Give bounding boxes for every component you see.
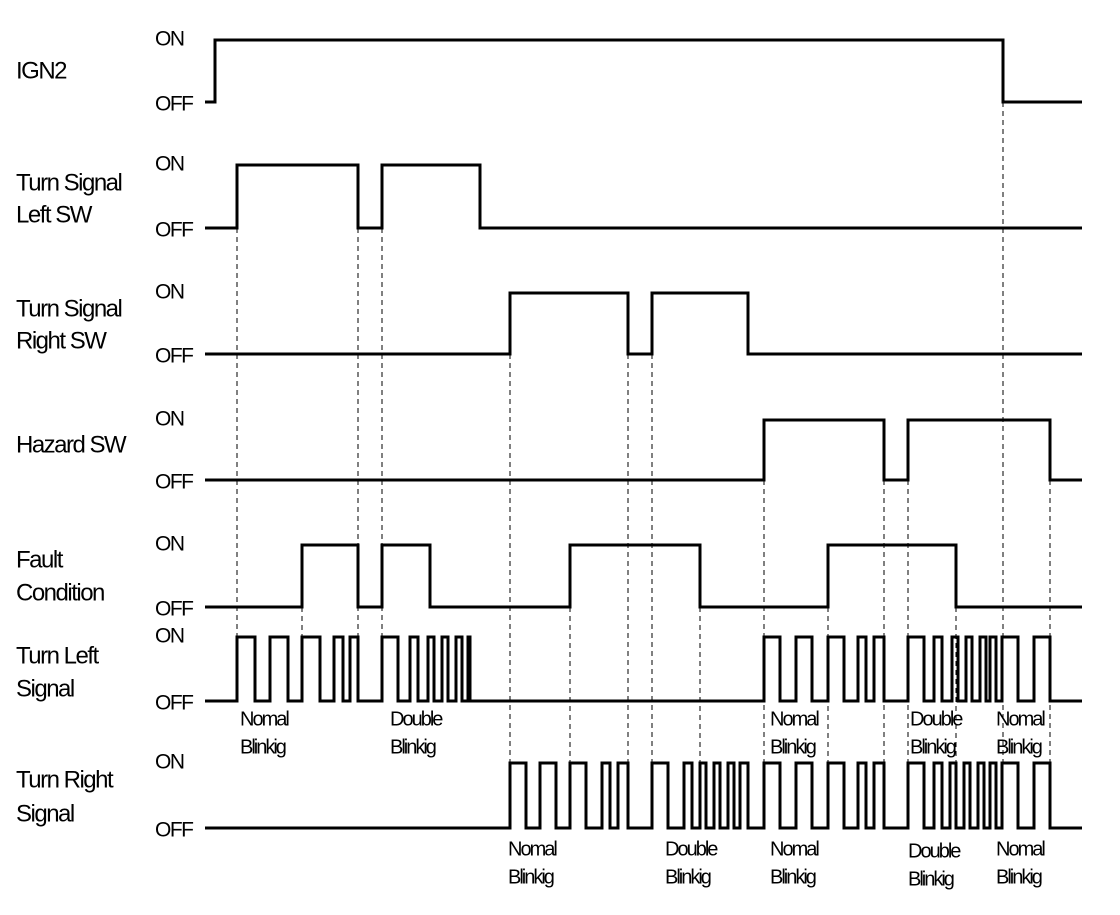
on-label: ON (155, 625, 184, 648)
signal-label: Turn Signal (16, 169, 122, 196)
waveform (205, 291, 1082, 356)
annotation: Double (390, 708, 443, 730)
annotation: Blinkig (996, 736, 1042, 758)
on-label: ON (155, 533, 184, 556)
annotation: Nomal (240, 708, 289, 730)
annotation: Blinkig (770, 736, 816, 758)
annotation: Blinkig (508, 866, 554, 888)
annotation: Blinkig (240, 736, 286, 758)
off-label: OFF (155, 692, 193, 715)
on-label: ON (155, 281, 184, 304)
off-label: OFF (155, 819, 193, 842)
annotation: Double (910, 708, 963, 730)
annotation: Nomal (770, 708, 819, 730)
annotation: Blinkig (910, 736, 956, 758)
waveform (205, 543, 1082, 609)
waveform (205, 418, 1082, 482)
on-label: ON (155, 751, 184, 774)
annotation: Blinkig (665, 866, 711, 888)
annotation: Double (665, 838, 718, 860)
on-label: ON (155, 408, 184, 431)
signal-label: Fault (16, 546, 64, 573)
off-label: OFF (155, 219, 193, 242)
signal-label: Right SW (16, 327, 107, 354)
signal-label: Turn Signal (16, 295, 122, 322)
signal-label: Hazard SW (16, 431, 127, 458)
signal-label: Turn Right (16, 766, 114, 793)
off-label: OFF (155, 93, 193, 116)
signal-label: IGN2 (16, 57, 67, 84)
off-label: OFF (155, 471, 193, 494)
annotation: Blinkig (390, 736, 436, 758)
annotation: Blinkig (770, 866, 816, 888)
annotation: Blinkig (908, 868, 954, 890)
signal-label: Condition (16, 579, 104, 606)
annotation: Double (908, 840, 961, 862)
on-label: ON (155, 153, 184, 176)
signal-label: Turn Left (16, 642, 99, 669)
signal-label: Signal (16, 800, 74, 827)
waveform (205, 38, 1082, 104)
signal-label: Left SW (16, 201, 93, 228)
off-label: OFF (155, 598, 193, 621)
annotation: Nomal (996, 838, 1045, 860)
on-label: ON (155, 28, 184, 51)
waveform (205, 635, 1082, 703)
waveform (205, 163, 1082, 230)
waveform (205, 761, 1082, 830)
off-label: OFF (155, 345, 193, 368)
annotation: Blinkig (996, 866, 1042, 888)
signal-label: Signal (16, 675, 74, 702)
annotation: Nomal (508, 838, 557, 860)
annotation: Nomal (770, 838, 819, 860)
annotation: Nomal (996, 708, 1045, 730)
